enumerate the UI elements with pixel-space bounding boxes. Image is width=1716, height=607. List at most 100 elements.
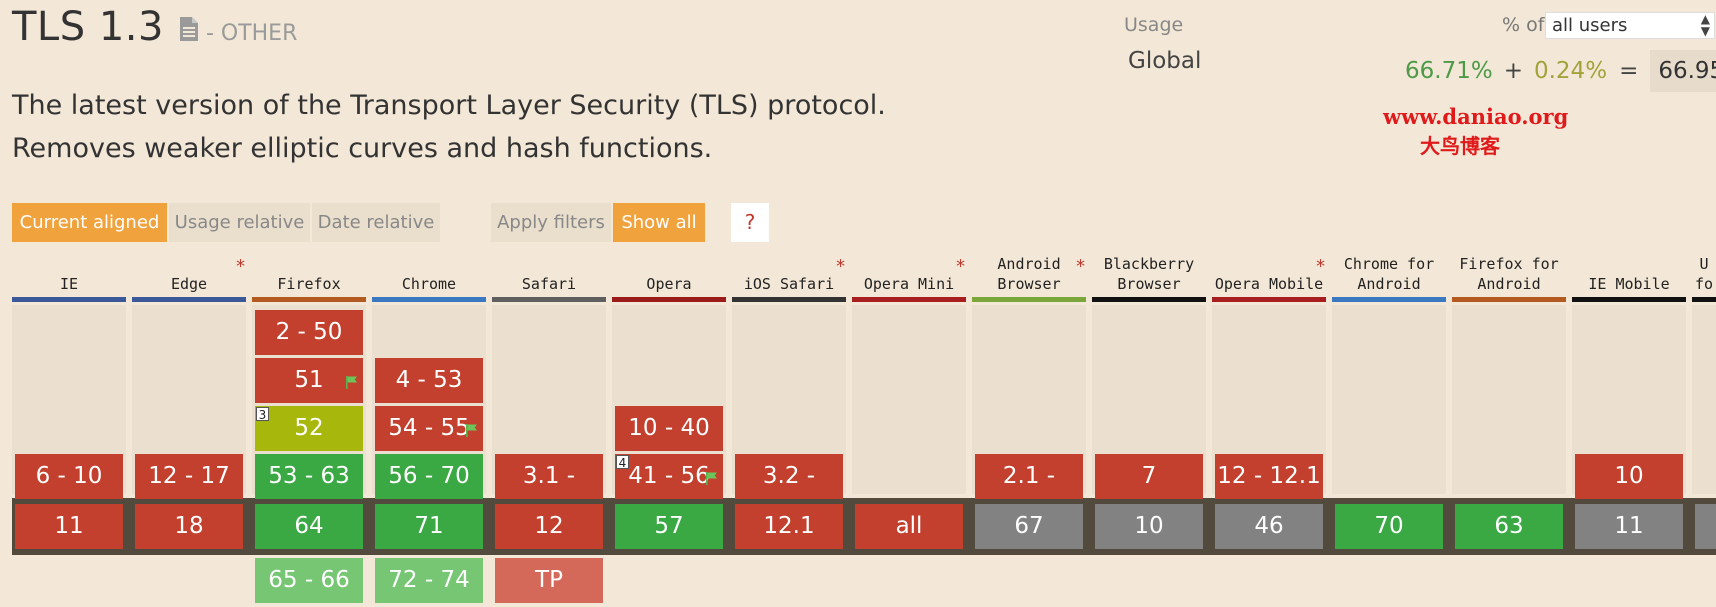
browser-color-bar (372, 297, 486, 302)
notes-asterisk[interactable]: * (955, 256, 966, 277)
current-version-cell[interactable]: 57 (615, 504, 723, 549)
version-label: 11 (1614, 513, 1644, 539)
browser-header[interactable]: Opera (612, 250, 726, 302)
feature-description: The latest version of the Transport Laye… (12, 84, 886, 170)
notes-asterisk[interactable]: * (835, 256, 846, 277)
version-label: 56 - 70 (388, 463, 470, 489)
browser-color-bar (1572, 297, 1686, 302)
browser-header[interactable]: Opera Mini * (852, 250, 966, 302)
browser-header[interactable]: iOS Safari * (732, 250, 846, 302)
usage-relative-button[interactable]: Usage relative (169, 203, 310, 242)
future-version-cell[interactable]: 72 - 74 (375, 558, 483, 603)
version-cell[interactable]: 2.1 - 4.4.4 (975, 454, 1083, 534)
notes-asterisk[interactable]: * (1075, 256, 1086, 277)
version-label: 57 (654, 513, 684, 539)
version-cell[interactable]: 52 3 (255, 406, 363, 451)
version-cell[interactable]: 12 - 17 (135, 454, 243, 499)
version-cell[interactable]: 10 (1575, 454, 1683, 499)
browser-header[interactable]: Blackberry Browser (1092, 250, 1206, 302)
current-version-cell[interactable]: 11 (1575, 504, 1683, 549)
note-badge[interactable]: 4 (616, 455, 629, 470)
current-version-cell[interactable]: 12 (495, 504, 603, 549)
version-cell[interactable]: 3.1 - 11.1 (495, 454, 603, 534)
usage-total: 66.95% (1650, 50, 1716, 92)
version-cell[interactable]: 56 - 70 (375, 454, 483, 499)
browser-name: Chrome (401, 275, 457, 293)
version-label: 64 (294, 513, 324, 539)
current-version-cell[interactable]: 12.1 (735, 504, 843, 549)
browser-color-bar (12, 297, 126, 302)
current-version-cell[interactable] (1695, 504, 1716, 549)
version-cell[interactable]: 53 - 63 (255, 454, 363, 499)
apply-filters-button[interactable]: Apply filters (491, 203, 611, 242)
current-version-cell[interactable]: 71 (375, 504, 483, 549)
browser-header[interactable]: Firefox (252, 250, 366, 302)
version-cell[interactable]: 6 - 10 (15, 454, 123, 499)
browser-header[interactable]: Safari (492, 250, 606, 302)
browser-color-bar (1212, 297, 1326, 302)
usage-plus: + (1503, 58, 1523, 84)
current-version-cell[interactable]: 67 (975, 504, 1083, 549)
browser-name: iOS Safari (743, 275, 835, 293)
version-label: 12.1 (763, 513, 815, 539)
current-version-cell[interactable]: 18 (135, 504, 243, 549)
show-all-button[interactable]: Show all (613, 203, 705, 242)
browser-name: Opera Mini (863, 275, 955, 293)
feature-title-area: TLS 1.3 - OTHER (12, 4, 297, 58)
version-cell[interactable]: 41 - 56 4 (615, 454, 723, 499)
current-version-cell[interactable]: 63 (1455, 504, 1563, 549)
browser-color-bar (492, 297, 606, 302)
date-relative-button[interactable]: Date relative (312, 203, 440, 242)
version-cell[interactable]: 2 - 50 (255, 310, 363, 355)
current-version-cell[interactable]: 64 (255, 504, 363, 549)
percent-of-label: % of (1502, 14, 1545, 36)
watermark-url: www.daniao.org (1383, 104, 1569, 129)
browser-header[interactable]: Edge * (132, 250, 246, 302)
browser-name: Chrome for Android (1343, 255, 1435, 293)
browser-color-bar (1692, 297, 1716, 302)
note-badge[interactable]: 3 (256, 407, 269, 422)
version-cell[interactable]: 3.2 - 11.4 (735, 454, 843, 534)
notes-asterisk[interactable]: * (1315, 256, 1326, 277)
browser-name: Android Browser (997, 255, 1061, 293)
version-label: 10 (1614, 463, 1644, 489)
current-version-cell[interactable]: all (855, 504, 963, 549)
browser-color-bar (132, 297, 246, 302)
version-cell[interactable]: 10 - 40 (615, 406, 723, 451)
browser-name: Opera Mobile (1214, 275, 1324, 293)
browser-name: Opera (646, 275, 692, 293)
usage-equals: = (1619, 58, 1639, 84)
version-label: 41 - 56 (628, 463, 710, 489)
version-cell[interactable]: 7 (1095, 454, 1203, 499)
browser-header[interactable]: Chrome (372, 250, 486, 302)
current-version-cell[interactable]: 10 (1095, 504, 1203, 549)
version-cell[interactable]: 4 - 53 (375, 358, 483, 403)
browser-header[interactable]: Firefox for Android (1452, 250, 1566, 302)
version-cell[interactable]: 51 (255, 358, 363, 403)
future-version-cell[interactable]: TP (495, 558, 603, 603)
browser-header[interactable]: U fo (1692, 250, 1716, 302)
browser-header[interactable]: IE (12, 250, 126, 302)
browser-color-bar (612, 297, 726, 302)
version-label: 71 (414, 513, 444, 539)
version-cell[interactable]: 12 - 12.1 (1215, 454, 1323, 499)
browser-header[interactable]: Chrome for Android (1332, 250, 1446, 302)
browser-header[interactable]: Android Browser * (972, 250, 1086, 302)
browser-column (1452, 305, 1566, 494)
current-aligned-button[interactable]: Current aligned (12, 203, 167, 242)
version-cell[interactable]: 54 - 55 (375, 406, 483, 451)
version-label: 10 (1134, 513, 1164, 539)
usage-region: Global (1128, 48, 1202, 74)
user-scope-select[interactable]: all users ▲ ▼ (1545, 12, 1715, 39)
browser-color-bar (1332, 297, 1446, 302)
document-icon[interactable] (178, 16, 200, 42)
current-version-cell[interactable]: 46 (1215, 504, 1323, 549)
notes-asterisk[interactable]: * (235, 256, 246, 277)
browser-header[interactable]: IE Mobile (1572, 250, 1686, 302)
help-button[interactable]: ? (731, 203, 769, 242)
current-version-cell[interactable]: 70 (1335, 504, 1443, 549)
browser-header[interactable]: Opera Mobile * (1212, 250, 1326, 302)
current-version-cell[interactable]: 11 (15, 504, 123, 549)
browser-color-bar (732, 297, 846, 302)
future-version-cell[interactable]: 65 - 66 (255, 558, 363, 603)
